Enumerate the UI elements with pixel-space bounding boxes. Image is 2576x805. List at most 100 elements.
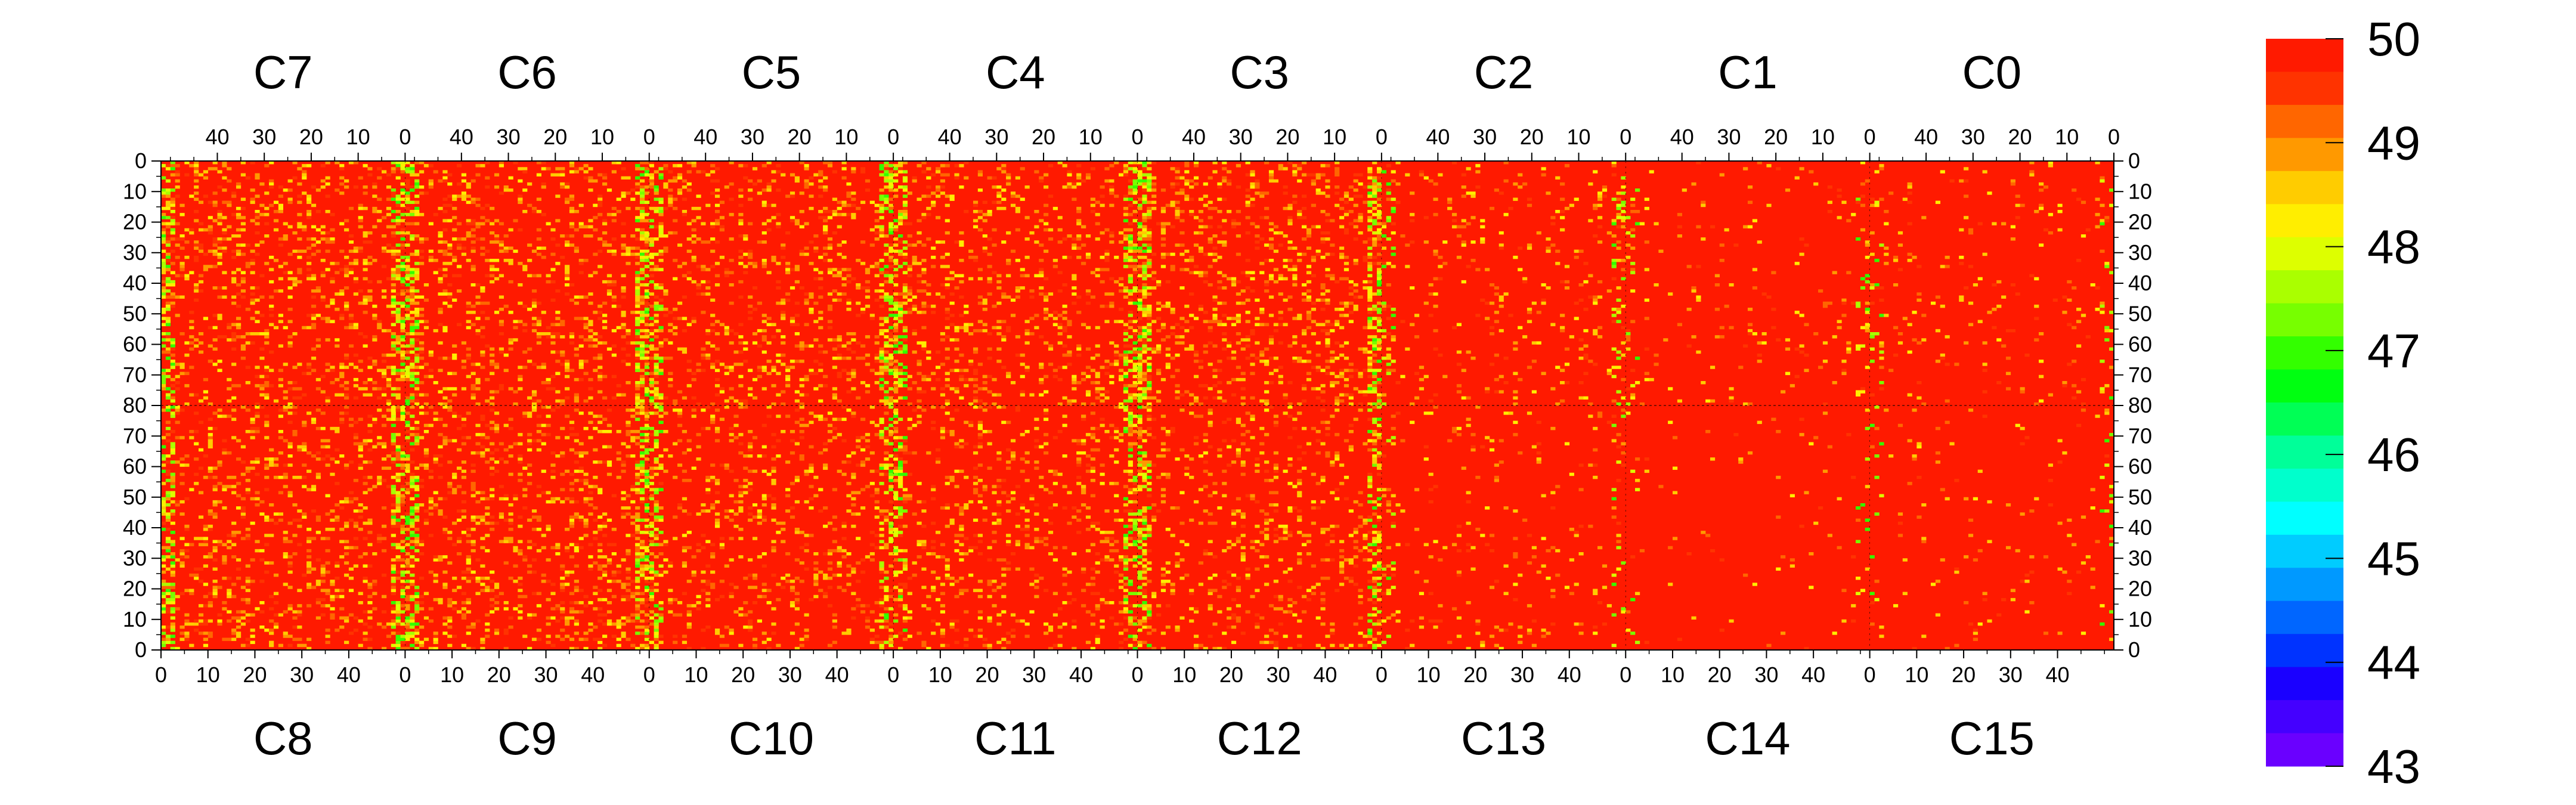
heatmap-cell [1391,246,1396,250]
heatmap-cell [400,268,405,271]
heatmap-cell [1480,219,1485,222]
heatmap-cell [1433,304,1438,308]
heatmap-cell [419,357,425,360]
heatmap-cell [1611,173,1617,177]
heatmap-cell [325,182,330,186]
heatmap-cell [513,219,518,222]
heatmap-cell [1062,353,1067,357]
heatmap-cell [1287,295,1293,299]
heatmap-cell [1466,265,1471,268]
heatmap-cell [227,323,232,327]
heatmap-cell [367,289,373,293]
heatmap-cell [917,387,922,391]
heatmap-cell [1156,350,1162,354]
heatmap-cell [893,298,899,302]
heatmap-cell [161,369,166,372]
heatmap-cell [917,280,922,284]
heatmap-cell [1372,344,1377,348]
heatmap-cell [837,298,842,302]
heatmap-cell [348,363,354,366]
heatmap-cell [1311,332,1316,336]
heatmap-cell [1372,240,1377,244]
heatmap-cell [635,228,640,232]
heatmap-cell [367,255,373,259]
heatmap-cell [273,326,279,330]
heatmap-cell [1193,317,1199,320]
heatmap-cell [1367,170,1373,174]
heatmap-cell [1255,225,1260,229]
heatmap-cell [1006,179,1011,183]
heatmap-cell [1264,399,1270,403]
heatmap-cell [874,298,880,302]
heatmap-cell [649,381,654,385]
heatmap-cell [696,286,701,290]
heatmap-cell [888,185,894,189]
heatmap-cell [240,197,246,201]
heatmap-cell [884,341,889,345]
heatmap-cell [654,265,659,268]
heatmap-cell [1128,240,1133,244]
heatmap-cell [1494,292,1499,296]
heatmap-cell [165,369,171,372]
heatmap-cell [677,317,683,320]
heatmap-cell [902,329,908,333]
heatmap-cell [649,384,654,388]
heatmap-cell [710,298,716,302]
heatmap-cell [325,249,330,253]
heatmap-cell [1128,237,1133,241]
heatmap-cell [236,304,242,308]
heatmap-cell [1315,341,1321,345]
heatmap-cell [287,271,293,274]
heatmap-cell [1560,228,1565,232]
heatmap-cell [1315,173,1321,177]
heatmap-cell [287,188,293,192]
heatmap-cell [1550,243,1556,247]
heatmap-cell [1072,374,1077,379]
heatmap-cell [945,203,950,208]
heatmap-cell [893,384,899,388]
heatmap-cell [907,311,912,314]
heatmap-cell [400,374,405,379]
heatmap-cell [884,274,889,278]
heatmap-cell [1377,381,1382,385]
heatmap-cell [1142,344,1147,348]
heatmap-cell [1240,377,1246,382]
heatmap-cell [1179,252,1185,256]
heatmap-cell [325,363,330,366]
heatmap-cell [992,176,997,180]
heatmap-cell [644,393,650,397]
heatmap-cell [184,228,190,232]
heatmap-cell [442,228,448,232]
heatmap-cell [1095,390,1100,394]
heatmap-cell [813,268,819,271]
heatmap-cell [372,259,377,262]
heatmap-cell [320,259,326,262]
heatmap-cell [884,170,889,174]
heatmap-cell [668,384,673,388]
heatmap-cell [649,344,654,348]
heatmap-cell [574,170,579,174]
heatmap-cell [945,265,950,268]
heatmap-cell [339,317,345,320]
heatmap-cell [208,228,213,232]
heatmap-cell [785,377,791,382]
heatmap-cell [1381,234,1387,238]
heatmap-cell [1381,329,1387,333]
heatmap-cell [640,369,645,372]
heatmap-cell [626,252,631,256]
heatmap-cell [165,308,171,311]
heatmap-cell [391,274,396,278]
heatmap-cell [1189,347,1194,351]
heatmap-cell [212,200,218,205]
heatmap-cell [555,371,561,376]
heatmap-cell [869,317,875,320]
heatmap-cell [1255,317,1260,320]
heatmap-cell [738,234,744,238]
heatmap-cell [658,213,664,216]
heatmap-cell [480,289,485,293]
heatmap-cell [250,301,255,305]
heatmap-cell [818,271,823,274]
heatmap-cell [640,194,645,198]
heatmap-cell [236,234,242,238]
heatmap-cell [682,350,688,354]
